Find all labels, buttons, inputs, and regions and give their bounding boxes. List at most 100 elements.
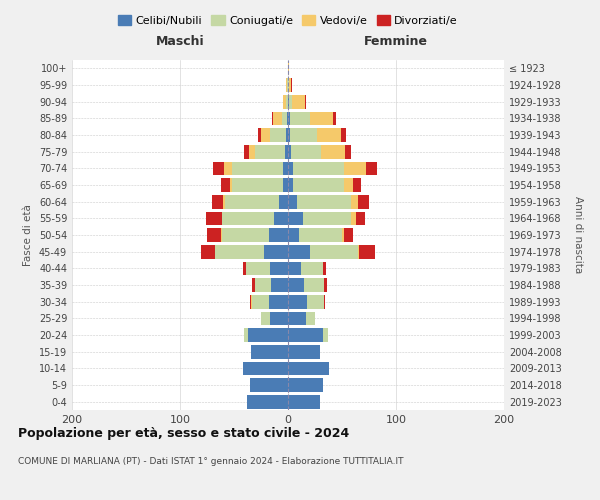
Bar — [293, 162, 344, 175]
Bar — [269, 262, 288, 275]
Bar — [254, 278, 271, 292]
Bar — [271, 278, 288, 292]
Bar — [280, 195, 288, 208]
Bar — [288, 178, 293, 192]
Bar — [274, 212, 288, 225]
Bar — [214, 162, 224, 175]
Bar — [283, 178, 288, 192]
Bar — [292, 95, 305, 108]
Bar — [289, 78, 291, 92]
Text: Maschi: Maschi — [155, 36, 205, 49]
Bar — [305, 95, 307, 108]
Bar — [200, 245, 215, 258]
Bar — [251, 295, 253, 308]
Bar — [342, 228, 344, 242]
Y-axis label: Anni di nascita: Anni di nascita — [573, 196, 583, 274]
Bar — [226, 195, 280, 208]
Bar — [288, 328, 323, 342]
Text: Popolazione per età, sesso e stato civile - 2024: Popolazione per età, sesso e stato civil… — [18, 428, 349, 440]
Bar — [317, 128, 341, 142]
Bar — [288, 278, 304, 292]
Bar — [288, 362, 329, 375]
Bar — [288, 212, 303, 225]
Bar — [221, 178, 230, 192]
Bar — [251, 345, 288, 358]
Text: COMUNE DI MARLIANA (PT) - Dati ISTAT 1° gennaio 2024 - Elaborazione TUTTITALIA.I: COMUNE DI MARLIANA (PT) - Dati ISTAT 1° … — [18, 458, 404, 466]
Bar — [242, 362, 288, 375]
Bar — [288, 262, 301, 275]
Bar — [288, 162, 293, 175]
Text: Femmine: Femmine — [364, 36, 428, 49]
Bar — [366, 162, 377, 175]
Bar — [244, 145, 249, 158]
Bar — [350, 195, 358, 208]
Bar — [344, 178, 353, 192]
Bar — [281, 112, 287, 125]
Bar — [350, 212, 356, 225]
Bar — [288, 62, 289, 75]
Bar — [286, 95, 288, 108]
Bar — [299, 228, 342, 242]
Bar — [323, 262, 326, 275]
Bar — [353, 178, 361, 192]
Bar — [344, 162, 366, 175]
Bar — [273, 112, 281, 125]
Bar — [230, 178, 232, 192]
Bar — [287, 112, 288, 125]
Bar — [242, 262, 246, 275]
Bar — [283, 162, 288, 175]
Bar — [334, 112, 335, 125]
Bar — [261, 128, 269, 142]
Bar — [288, 295, 307, 308]
Bar — [232, 178, 283, 192]
Bar — [253, 278, 254, 292]
Bar — [288, 145, 291, 158]
Bar — [303, 212, 350, 225]
Bar — [264, 245, 288, 258]
Bar — [323, 295, 325, 308]
Bar — [269, 228, 288, 242]
Bar — [269, 128, 286, 142]
Bar — [358, 245, 359, 258]
Bar — [288, 78, 289, 92]
Bar — [323, 278, 327, 292]
Bar — [288, 128, 290, 142]
Bar — [254, 145, 285, 158]
Bar — [221, 228, 222, 242]
Bar — [253, 295, 269, 308]
Bar — [248, 328, 288, 342]
Bar — [244, 328, 248, 342]
Bar — [307, 295, 323, 308]
Bar — [304, 278, 323, 292]
Y-axis label: Fasce di età: Fasce di età — [23, 204, 33, 266]
Bar — [223, 195, 226, 208]
Legend: Celibi/Nubili, Coniugati/e, Vedovi/e, Divorziati/e: Celibi/Nubili, Coniugati/e, Vedovi/e, Di… — [113, 10, 463, 30]
Bar — [291, 145, 322, 158]
Bar — [232, 162, 283, 175]
Bar — [287, 78, 288, 92]
Bar — [291, 78, 292, 92]
Bar — [290, 112, 310, 125]
Bar — [207, 228, 221, 242]
Bar — [206, 212, 222, 225]
Bar — [222, 212, 274, 225]
Bar — [296, 195, 350, 208]
Bar — [288, 195, 296, 208]
Bar — [288, 395, 320, 408]
Bar — [289, 95, 292, 108]
Bar — [212, 195, 223, 208]
Bar — [288, 378, 323, 392]
Bar — [215, 245, 264, 258]
Bar — [288, 345, 320, 358]
Bar — [288, 95, 289, 108]
Bar — [288, 228, 299, 242]
Bar — [286, 78, 287, 92]
Bar — [307, 312, 315, 325]
Bar — [323, 328, 328, 342]
Bar — [288, 312, 307, 325]
Bar — [359, 245, 376, 258]
Bar — [322, 145, 345, 158]
Bar — [222, 228, 269, 242]
Bar — [286, 128, 288, 142]
Bar — [301, 262, 323, 275]
